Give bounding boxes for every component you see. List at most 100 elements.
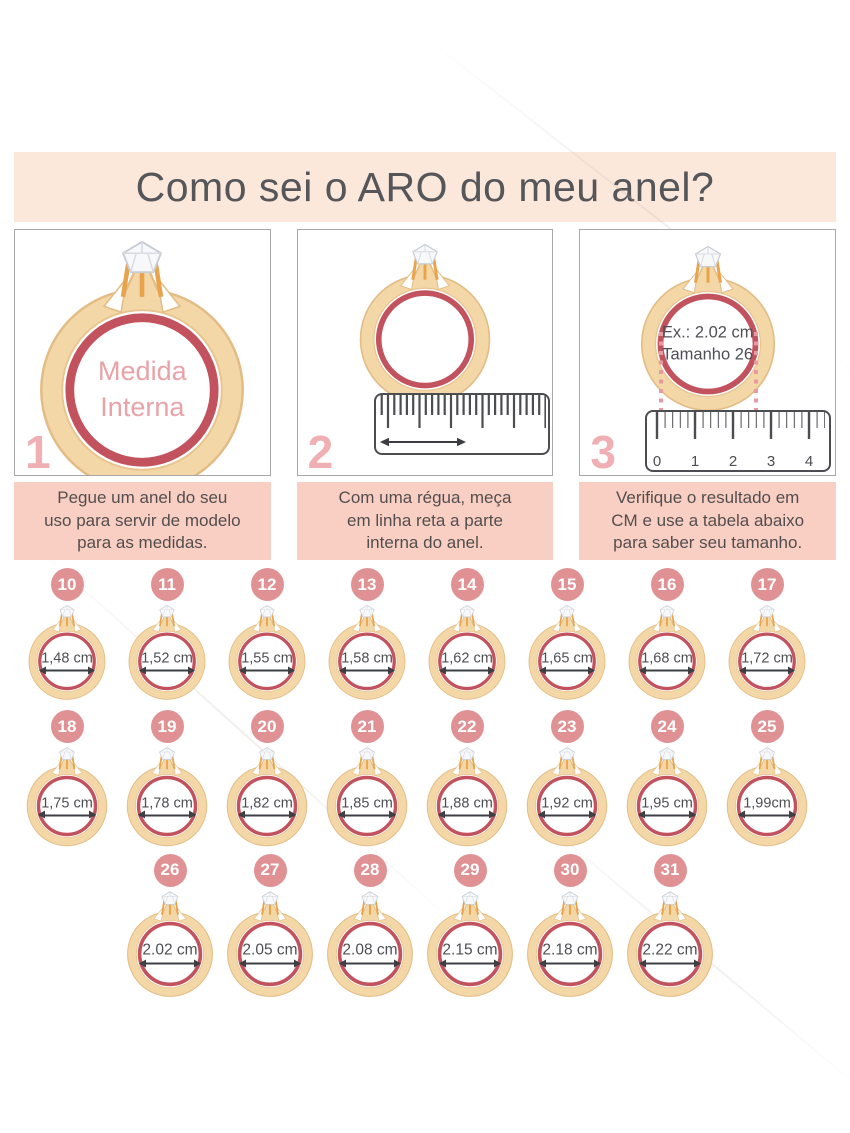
ring-measure-label: 1,48 cm <box>41 650 93 667</box>
ring-size-number: 20 <box>257 716 277 736</box>
ring-measure: 2.08 cm <box>322 942 418 968</box>
ring-measure: 2.22 cm <box>622 941 718 968</box>
size-badge: 23 <box>550 710 584 744</box>
size-badge: 10 <box>50 568 84 601</box>
ring-measure: 1,48 cm <box>24 650 110 675</box>
ring-measure: 2.18 cm <box>522 941 618 968</box>
diameter-arrow-icon <box>38 810 96 819</box>
diameter-arrow-icon <box>638 810 696 819</box>
ring-illustration: 2.08 cm <box>322 889 418 997</box>
ring-size-item: 25 1,99cm <box>717 710 817 847</box>
ring-measure: 1,78 cm <box>122 795 212 819</box>
ring-size-item: 12 1,55 cm <box>217 568 317 701</box>
description-line: interna do anel. <box>366 533 484 553</box>
ring-measure: 1,72 cm <box>724 650 810 675</box>
ring-size-number: 29 <box>460 860 480 880</box>
ring-illustration: 1,72 cm <box>724 604 810 701</box>
diameter-arrow-icon <box>438 810 496 819</box>
dotted-guide-line <box>754 332 759 410</box>
ring-measure: 1,88 cm <box>422 795 512 819</box>
description-line: para as medidas. <box>77 533 208 553</box>
ring-illustration: 1,92 cm <box>522 746 612 847</box>
diameter-arrow-icon <box>338 810 396 819</box>
size-badge: 13 <box>350 568 384 601</box>
ring-size-item: 23 1,92 cm <box>517 710 617 847</box>
ring-measure-label: 1,82 cm <box>241 795 293 812</box>
ring-size-number: 27 <box>260 860 280 880</box>
ring-measure: 1,99cm <box>722 795 812 819</box>
ring-illustration: 1,48 cm <box>24 604 110 701</box>
ring-measure: 1,65 cm <box>524 651 610 675</box>
ring-measure-label: 1,99cm <box>743 795 791 812</box>
ring-illustration: 2.05 cm <box>222 889 318 997</box>
ring-measure-label: 2.22 cm <box>642 941 698 959</box>
size-badge: 26 <box>153 853 187 887</box>
diameter-arrow-icon <box>439 666 495 675</box>
ring-measure: 1,75 cm <box>22 795 112 819</box>
ruler-ticks: 0 1 2 3 4 <box>653 412 826 470</box>
ring-measure-label: 1,88 cm <box>441 795 493 812</box>
ring-illustration: 2.22 cm <box>622 889 718 997</box>
step-number: 3 <box>590 426 616 476</box>
ring-illustration: 2.15 cm <box>422 889 518 997</box>
diameter-arrow-icon <box>239 959 301 968</box>
ring-size-item: 21 1,85 cm <box>317 710 417 847</box>
ring-size-item: 19 1,78 cm <box>117 710 217 847</box>
ring-size-item: 22 1,88 cm <box>417 710 517 847</box>
step-2-illustration-box: 2 <box>296 229 554 476</box>
description-line: CM e use a tabela abaixo <box>611 510 805 530</box>
size-badge: 15 <box>550 568 584 601</box>
ring-size-number: 25 <box>757 716 777 736</box>
ring-illustration: 1,85 cm <box>322 746 412 847</box>
ring-size-item: 17 1,72 cm <box>717 568 817 701</box>
ring-size-item: 15 1,65 cm <box>517 568 617 701</box>
header-banner: Como sei o ARO do meu anel? <box>14 152 836 222</box>
ring-size-item: 14 1,62 cm <box>417 568 517 701</box>
description-line: Verifique o resultado em <box>616 488 800 508</box>
ring-size-number: 18 <box>57 716 77 736</box>
step-card-2: 2 Com uma régua, meça em linha reta a pa… <box>296 229 554 560</box>
ring-size-number: 24 <box>657 716 677 736</box>
ruler-number: 1 <box>691 453 699 470</box>
ring-size-item: 31 2.22 cm <box>620 853 720 997</box>
step-number: 1 <box>25 426 51 476</box>
ruler-number: 0 <box>653 453 661 470</box>
step-3-description: Verifique o resultado em CM e use a tabe… <box>579 482 837 560</box>
size-badge: 29 <box>453 853 487 887</box>
ring-measure: 1,52 cm <box>124 651 210 675</box>
ring-size-number: 13 <box>357 574 377 594</box>
ring-measure-label: 1,68 cm <box>641 650 693 667</box>
size-badge: 28 <box>353 853 387 887</box>
ring-measure-label: 2.18 cm <box>542 941 598 959</box>
ring-illustration: 1,65 cm <box>524 604 610 701</box>
ring-inner-label: Ex.: 2.02 cm Tamanho 26 <box>633 321 783 366</box>
description-line: para saber seu tamanho. <box>613 533 803 553</box>
ruler-number: 3 <box>767 453 775 470</box>
ring-illustration: 1,55 cm <box>224 604 310 701</box>
size-badge: 19 <box>150 710 184 744</box>
ring-illustration: 1,52 cm <box>124 604 210 701</box>
page-title: Como sei o ARO do meu anel? <box>135 163 715 210</box>
ring-size-number: 10 <box>57 574 77 594</box>
ring-measure-label: 1,72 cm <box>741 650 793 667</box>
ring-size-item: 26 2.02 cm <box>120 853 220 997</box>
ring-measure: 1,92 cm <box>522 795 612 819</box>
ring-size-number: 11 <box>158 574 176 594</box>
description-line: em linha reta a parte <box>347 510 503 530</box>
ring-size-number: 30 <box>560 860 580 880</box>
step-3-illustration-box: Ex.: 2.02 cm Tamanho 26 <box>579 229 837 476</box>
ring-illustration: 1,95 cm <box>622 746 712 847</box>
ring-size-number: 17 <box>757 574 777 594</box>
ring-size-number: 28 <box>360 860 380 880</box>
ring-measure-label: 1,55 cm <box>241 650 293 667</box>
ruler-number: 2 <box>729 453 737 470</box>
ring-measure: 2.05 cm <box>222 942 318 968</box>
step-card-1: Medida Interna 1 Pegue um anel do seu us… <box>14 229 271 560</box>
ruler-ticks <box>377 395 546 447</box>
ring-illustration: 1,62 cm <box>424 604 510 701</box>
description-line: Com uma régua, meça <box>338 488 512 508</box>
size-badge: 18 <box>50 710 84 744</box>
diameter-arrow-icon <box>539 666 595 675</box>
diameter-arrow-icon <box>538 810 596 819</box>
gold-ring-icon <box>352 242 498 405</box>
